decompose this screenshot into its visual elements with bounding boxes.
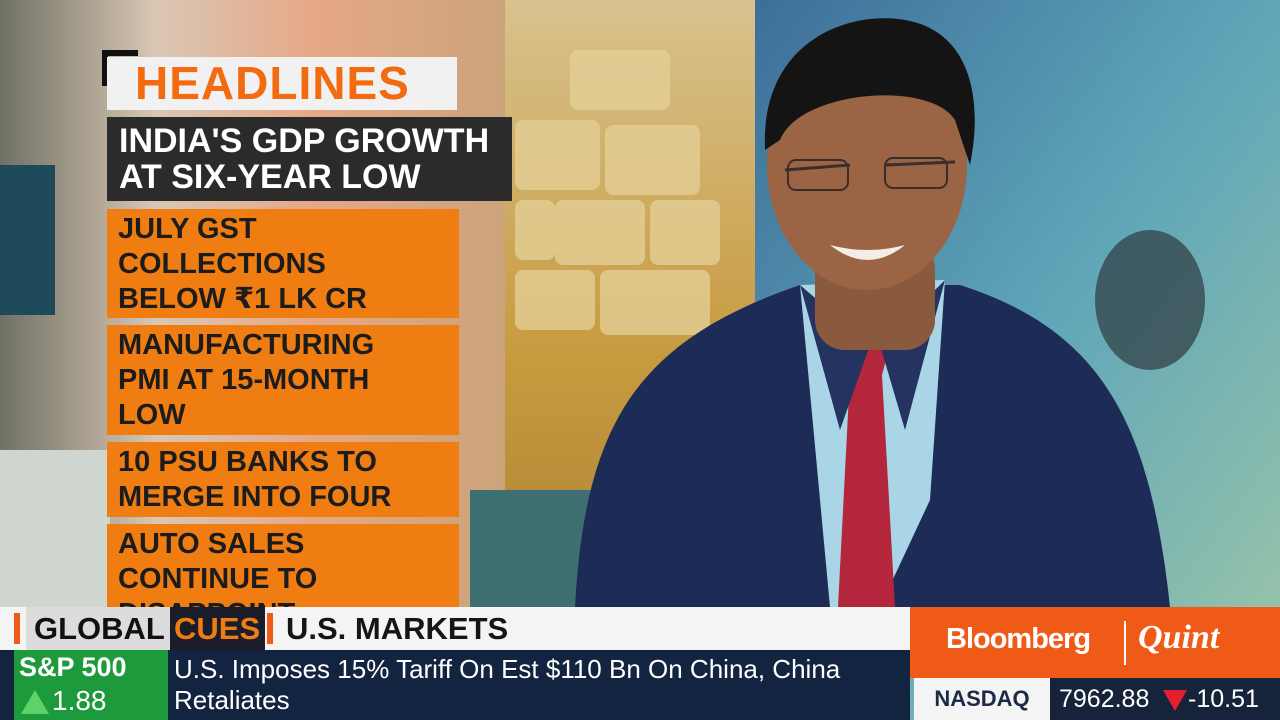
headline: 10 PSU BANKS TO MERGE INTO FOUR [107, 442, 459, 517]
divider [1124, 621, 1126, 665]
headline-line: DISAPPOINT [118, 597, 459, 607]
headline: MANUFACTURING PMI AT 15-MONTH LOW [107, 325, 459, 435]
ticker: GLOBAL CUES U.S. MARKETS S&P 500 1.88 U.… [0, 607, 1280, 720]
headline-line: AT SIX-YEAR LOW [119, 158, 421, 196]
brand-name: Bloomberg [946, 623, 1091, 655]
brand-name: Quint [1138, 619, 1220, 656]
index-name: S&P 500 [19, 652, 127, 682]
story: U.S. Imposes 15% Tariff On Est $110 Bn O… [174, 654, 841, 715]
accent [267, 613, 273, 644]
brand: Bloomberg Quint [910, 607, 1280, 678]
quote: 7962.88 -10.51 [1050, 678, 1280, 720]
headline-line: PMI AT 15-MONTH [118, 364, 370, 396]
headline-line: MERGE INTO FOUR [118, 481, 392, 513]
headline-line: BELOW ₹1 LK CR [118, 283, 367, 315]
headline-line: 10 PSU BANKS TO [118, 446, 377, 478]
headline-line: CONTINUE TO [118, 563, 318, 595]
ticker-top: GLOBAL CUES U.S. MARKETS [0, 607, 910, 650]
title-corner [102, 50, 138, 86]
headline-line: MANUFACTURING [118, 329, 375, 361]
lead-headline: INDIA'S GDP GROWTH AT SIX-YEAR LOW [107, 117, 512, 201]
section-label: GLOBAL [26, 607, 170, 650]
index-box: S&P 500 1.88 [14, 650, 168, 720]
section-label: CUES [170, 607, 265, 650]
index-change: 1.88 [52, 685, 107, 716]
headline-line: JULY GST [118, 213, 257, 245]
up-arrow [21, 690, 49, 714]
headline-line: LOW [118, 399, 186, 431]
headline-line: COLLECTIONS [118, 248, 326, 280]
ticker-bottom: S&P 500 1.88 U.S. Imposes 15% Tariff On … [0, 650, 910, 720]
accent [14, 613, 20, 644]
headline: JULY GST COLLECTIONS BELOW ₹1 LK CR [107, 209, 459, 318]
down-arrow [1163, 690, 1187, 711]
quote-value: 7962.88 [1059, 685, 1150, 713]
quote-name: NASDAQ [914, 678, 1050, 720]
headlines-title: HEADLINES [107, 57, 457, 110]
headline-line: AUTO SALES [118, 528, 305, 560]
topic: U.S. MARKETS [286, 611, 509, 646]
quote-change: -10.51 [1188, 685, 1259, 713]
headline-line: INDIA'S GDP GROWTH [119, 122, 490, 160]
